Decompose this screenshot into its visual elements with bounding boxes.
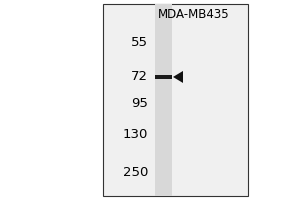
Text: 130: 130 bbox=[123, 128, 148, 141]
Bar bbox=[248, 0, 300, 200]
Text: 95: 95 bbox=[131, 97, 148, 110]
Bar bbox=[155, 75, 172, 79]
Text: MDA-MB435: MDA-MB435 bbox=[158, 7, 230, 21]
Text: 55: 55 bbox=[131, 36, 148, 49]
Bar bbox=[155, 4, 172, 196]
Bar bbox=[0, 0, 103, 200]
Text: 250: 250 bbox=[123, 166, 148, 179]
Polygon shape bbox=[173, 71, 183, 83]
Bar bbox=[103, 4, 248, 196]
Text: 72: 72 bbox=[131, 70, 148, 83]
